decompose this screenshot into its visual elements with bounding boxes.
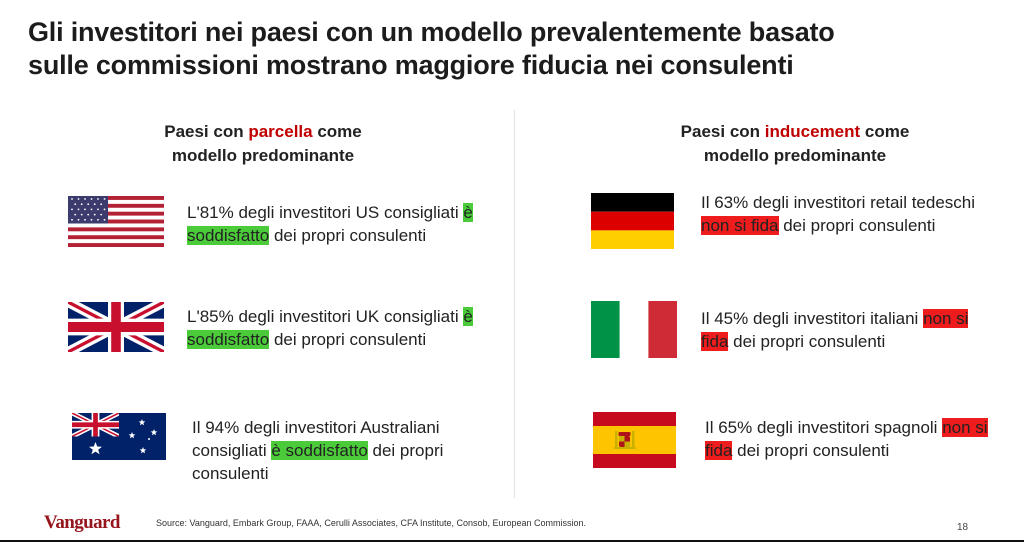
usa-statistic-tail: dei propri consulenti [269,226,427,245]
left-heading-keyword: parcella [248,122,313,141]
slide-title-line-2: sulle commissioni mostrano maggiore fidu… [28,50,794,80]
australia-flag-icon [72,413,166,460]
vanguard-logo: Vanguard [44,512,120,533]
bottom-border [0,540,1024,542]
uk-flag-icon [68,302,164,352]
spain-statistic-text: Il 65% degli investitori spagnoli [705,418,943,437]
germany-highlight: non si fida [701,216,779,235]
column-divider [514,110,515,498]
uk-statistic-text: L'85% degli investitori UK consigliati [187,307,464,326]
spain-statistic-tail: dei propri consulenti [732,441,890,460]
australia-statistic-tail: dei propri consulenti [192,441,444,483]
left-heading-post: come [312,122,362,141]
uk-statistic: L'85% degli investitori UK consigliati è… [187,305,507,351]
australia-highlight: è soddisfatto [271,441,368,460]
spain-statistic: Il 65% degli investitori spagnoli non si… [705,416,1000,462]
germany-statistic: Il 63% degli investitori retail tedeschi… [701,191,986,237]
usa-statistic: L'81% degli investitori US consigliati è… [187,201,507,247]
right-heading-keyword: inducement [764,122,861,141]
italy-statistic: Il 45% degli investitori italiani non si… [701,307,991,353]
italy-statistic-text: Il 45% degli investitori italiani [701,309,924,328]
page-number: 18 [957,522,969,533]
spain-coat-of-arms-icon [614,431,636,449]
germany-statistic-tail: dei propri consulenti [778,216,936,235]
germany-statistic-text: Il 63% degli investitori retail tedeschi [701,193,976,212]
right-heading-post: come [860,122,910,141]
italy-flag-icon [591,301,677,358]
italy-statistic-tail: dei propri consulenti [728,332,886,351]
slide-title: Gli investitori nei paesi con un modello… [28,16,998,82]
slide-title-line-1: Gli investitori nei paesi con un modello… [28,17,835,47]
source-note: Source: Vanguard, Embark Group, FAAA, Ce… [156,518,587,528]
right-column-heading: Paesi con inducement come modello predom… [636,120,954,168]
left-heading-line-2: modello predominante [171,146,355,165]
spain-flag-icon [593,412,676,468]
germany-flag-icon [591,193,674,249]
uk-statistic-tail: dei propri consulenti [269,330,427,349]
usa-flag-icon [68,196,164,247]
left-heading-pre: Paesi con [164,122,249,141]
australia-statistic-text: Il 94% degli investitori Australiani con… [192,418,440,460]
right-heading-pre: Paesi con [680,122,765,141]
usa-statistic-text: L'81% degli investitori US consigliati [187,203,464,222]
australia-statistic: Il 94% degli investitori Australiani con… [192,416,510,485]
right-heading-line-2: modello predominante [703,146,887,165]
left-column-heading: Paesi con parcella come modello predomin… [104,120,422,168]
